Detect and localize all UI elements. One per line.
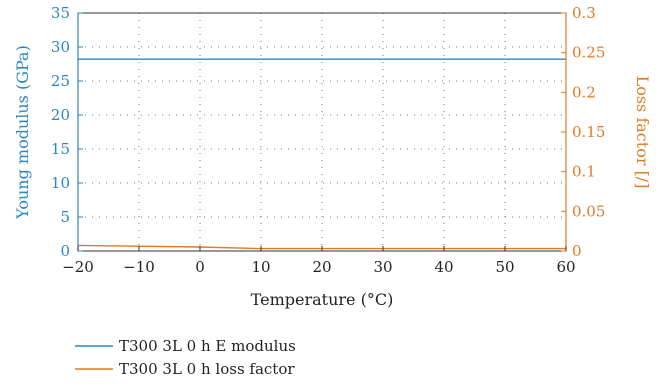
legend-label: T300 3L 0 h loss factor — [119, 360, 295, 378]
x-axis-title: Temperature (°C) — [251, 290, 394, 309]
right-y-axis-title: Loss factor [/] — [633, 76, 652, 189]
right-y-tick-label: 0.25 — [572, 44, 605, 62]
left-y-tick-label: 20 — [51, 106, 70, 124]
x-tick-label: −10 — [123, 258, 155, 276]
left-y-tick-label: 35 — [51, 4, 70, 22]
x-tick-labels: −20 −10 0 10 20 30 40 50 60 — [62, 246, 576, 276]
x-tick-label: 10 — [251, 258, 270, 276]
x-tick-label: 0 — [195, 258, 205, 276]
left-y-tick-label: 10 — [51, 174, 70, 192]
right-y-tick-labels: 0 0.05 0.1 0.15 0.2 0.25 0.3 — [561, 4, 605, 260]
x-tick-label: 20 — [312, 258, 331, 276]
right-y-tick-label: 0.05 — [572, 202, 605, 220]
left-y-axis-title: Young modulus (GPa) — [13, 45, 32, 220]
left-y-tick-labels: 0 5 10 15 20 25 30 35 — [51, 4, 83, 260]
right-y-tick-label: 0.3 — [572, 4, 596, 22]
right-y-tick-label: 0.2 — [572, 83, 596, 101]
legend: T300 3L 0 h E modulus T300 3L 0 h loss fa… — [75, 337, 296, 378]
left-y-tick-label: 5 — [60, 208, 70, 226]
grid-lines — [78, 13, 566, 251]
right-y-tick-label: 0.1 — [572, 163, 596, 181]
x-tick-label: 40 — [434, 258, 453, 276]
x-tick-label: 60 — [556, 258, 575, 276]
x-tick-label: −20 — [62, 258, 94, 276]
left-y-tick-label: 25 — [51, 72, 70, 90]
left-y-tick-label: 30 — [51, 38, 70, 56]
left-y-tick-label: 0 — [60, 242, 70, 260]
x-tick-label: 30 — [373, 258, 392, 276]
right-y-tick-label: 0.15 — [572, 123, 605, 141]
right-y-tick-label: 0 — [572, 242, 582, 260]
legend-label: T300 3L 0 h E modulus — [119, 337, 296, 355]
left-y-tick-label: 15 — [51, 140, 70, 158]
x-tick-label: 50 — [495, 258, 514, 276]
